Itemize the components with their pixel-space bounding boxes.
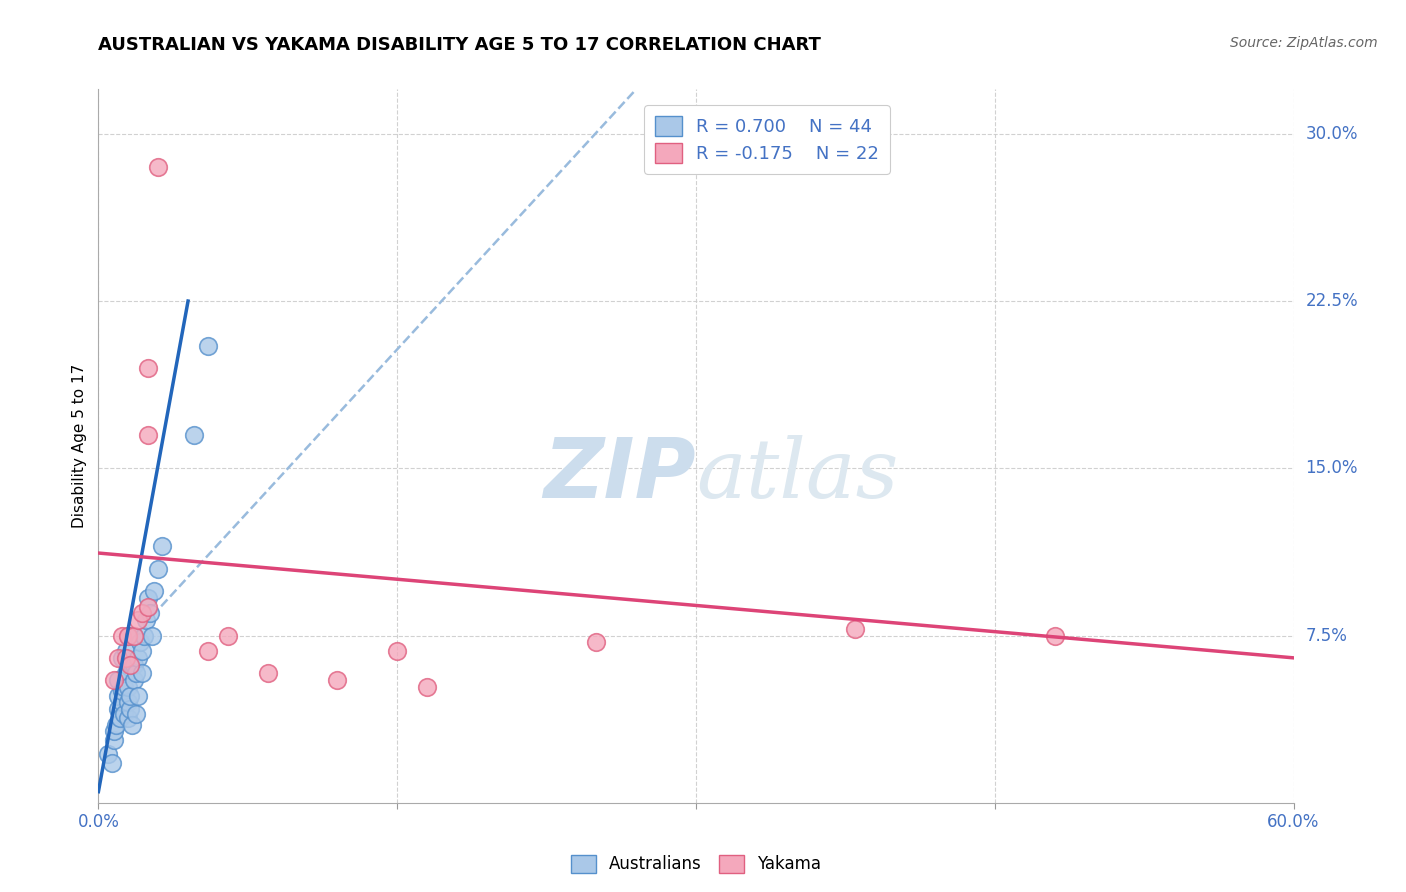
Point [143, 583, 166, 598]
Point [136, 427, 159, 442]
Point [117, 680, 139, 694]
Point [105, 717, 128, 731]
Point [111, 684, 134, 698]
Point [124, 673, 146, 687]
Point [131, 607, 153, 621]
Point [148, 562, 170, 576]
Point [117, 628, 139, 642]
Text: atlas: atlas [696, 434, 898, 515]
Y-axis label: Disability Age 5 to 17: Disability Age 5 to 17 [72, 364, 87, 528]
Point [131, 644, 153, 658]
Point [136, 591, 159, 605]
Point [120, 657, 142, 672]
Point [197, 644, 219, 658]
Point [141, 628, 163, 642]
Point [111, 696, 134, 710]
Point [129, 635, 152, 649]
Point [120, 702, 142, 716]
Point [136, 599, 159, 614]
Point [110, 711, 132, 725]
Point [107, 702, 129, 716]
Point [111, 651, 134, 665]
Point [107, 651, 129, 665]
Point [117, 696, 139, 710]
Point [134, 628, 156, 642]
Point [124, 657, 146, 672]
Point [150, 539, 173, 553]
Text: Source: ZipAtlas.com: Source: ZipAtlas.com [1230, 36, 1378, 50]
Point [416, 680, 439, 694]
Point [115, 651, 138, 665]
Point [125, 666, 148, 681]
Point [121, 657, 143, 672]
Point [217, 628, 239, 642]
Point [107, 689, 129, 703]
Point [112, 680, 135, 694]
Text: AUSTRALIAN VS YAKAMA DISABILITY AGE 5 TO 17 CORRELATION CHART: AUSTRALIAN VS YAKAMA DISABILITY AGE 5 TO… [98, 36, 821, 54]
Point [844, 622, 866, 636]
Point [117, 628, 139, 642]
Point [125, 706, 148, 721]
Point [124, 628, 146, 642]
Point [326, 673, 349, 687]
Point [112, 706, 135, 721]
Point [103, 673, 125, 687]
Text: ZIP: ZIP [543, 434, 696, 515]
Point [127, 651, 149, 665]
Point [148, 161, 170, 175]
Point [135, 613, 157, 627]
Point [103, 733, 125, 747]
Point [115, 644, 138, 658]
Point [385, 644, 409, 658]
Point [256, 666, 278, 681]
Point [107, 673, 129, 687]
Text: 22.5%: 22.5% [1305, 292, 1358, 310]
Point [97, 747, 120, 761]
Text: 7.5%: 7.5% [1305, 626, 1347, 645]
Point [1043, 628, 1066, 642]
Legend: Australians, Yakama: Australians, Yakama [564, 848, 828, 880]
Point [139, 607, 162, 621]
Text: 15.0%: 15.0% [1305, 459, 1358, 477]
Point [131, 666, 153, 681]
Point [136, 360, 159, 375]
Point [103, 724, 125, 739]
Text: 30.0%: 30.0% [1305, 125, 1358, 143]
Point [197, 338, 219, 352]
Point [127, 613, 149, 627]
Point [115, 666, 138, 681]
Point [111, 628, 134, 642]
Point [183, 427, 205, 442]
Point [117, 711, 139, 725]
Point [101, 756, 124, 770]
Point [120, 689, 142, 703]
Point [124, 628, 146, 642]
Point [127, 689, 149, 703]
Point [121, 717, 143, 731]
Point [585, 635, 607, 649]
